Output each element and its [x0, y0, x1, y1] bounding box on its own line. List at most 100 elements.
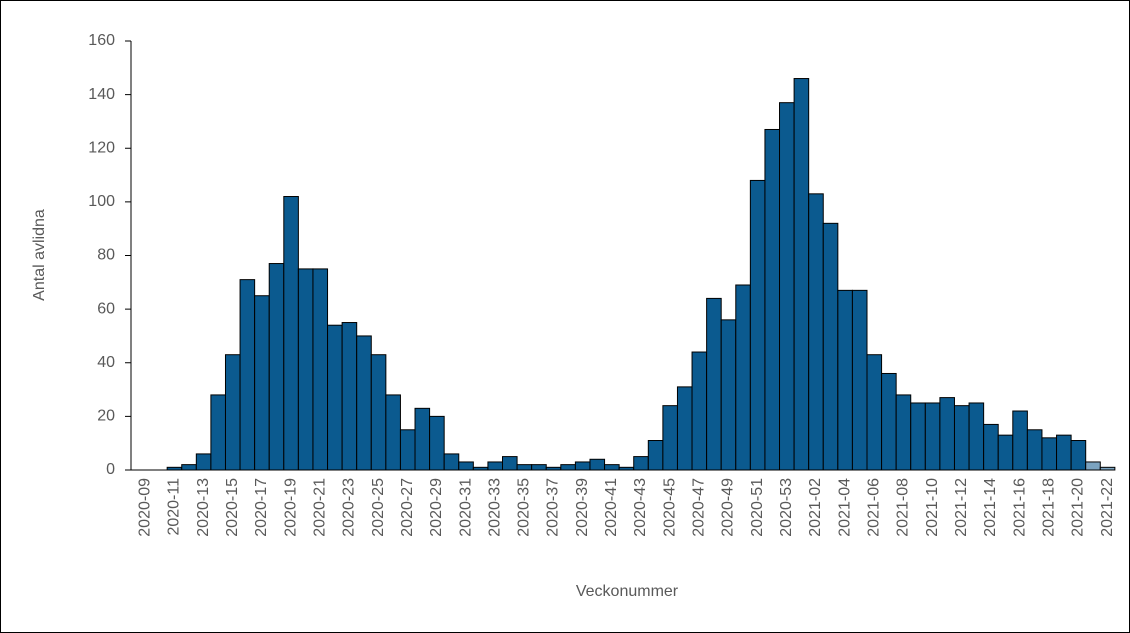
bar	[268, 263, 285, 471]
x-tick-label: 2020-41	[603, 478, 620, 537]
bar	[1041, 437, 1058, 471]
bar	[793, 78, 810, 471]
bar	[1012, 410, 1028, 471]
bar	[662, 405, 678, 471]
bar	[618, 466, 635, 471]
bar	[851, 289, 868, 471]
y-tick-label: 0	[106, 461, 115, 478]
x-tick-label: 2020-51	[749, 478, 766, 537]
bar	[458, 461, 474, 471]
x-tick-label: 2020-21	[311, 478, 328, 537]
bar	[516, 464, 533, 471]
x-tick-label: 2021-04	[836, 478, 853, 537]
bar	[545, 466, 562, 471]
x-tick-label: 2020-13	[195, 478, 212, 537]
bar	[808, 193, 824, 471]
x-tick-label: 2020-17	[253, 478, 270, 537]
y-tick-label: 20	[97, 408, 115, 425]
bar	[939, 397, 955, 471]
bar	[779, 102, 795, 471]
x-tick-label: 2021-22	[1099, 478, 1116, 537]
x-tick-label: 2020-11	[166, 478, 183, 536]
x-tick-label: 2020-53	[778, 478, 795, 537]
bar	[983, 423, 999, 471]
bar	[487, 461, 504, 471]
x-tick-label: 2020-29	[428, 478, 445, 537]
bar	[341, 322, 358, 471]
y-tick-label: 120	[88, 139, 115, 156]
bar	[749, 179, 766, 471]
bar	[822, 222, 839, 471]
bar	[254, 295, 270, 471]
bar	[472, 466, 489, 471]
bar	[604, 464, 620, 471]
bar	[531, 464, 547, 471]
x-tick-label: 2020-49	[720, 478, 737, 537]
x-tick-label: 2021-16	[1011, 478, 1028, 537]
bar	[895, 394, 912, 471]
bar	[691, 351, 708, 471]
bar	[764, 128, 781, 471]
x-axis-title: Veckonummer	[576, 583, 679, 600]
bar	[283, 196, 299, 471]
x-tick-label: 2020-25	[370, 478, 387, 537]
x-tick-label: 2021-14	[982, 478, 999, 537]
bar	[312, 268, 329, 471]
bar	[837, 289, 853, 471]
y-axis-title: Antal avlidna	[31, 209, 48, 301]
bar	[1085, 461, 1101, 471]
x-tick-label: 2020-15	[224, 478, 241, 537]
bar	[647, 440, 664, 471]
bar	[997, 434, 1014, 471]
x-tick-label: 2020-33	[486, 478, 503, 537]
bar	[633, 456, 649, 471]
bar	[1026, 429, 1043, 471]
bar	[1099, 466, 1116, 471]
bar	[881, 372, 897, 471]
bar	[720, 319, 737, 471]
bar	[210, 394, 226, 471]
x-tick-label: 2021-20	[1070, 478, 1087, 537]
bar	[574, 461, 591, 471]
x-tick-label: 2020-35	[516, 478, 533, 537]
x-tick-label: 2020-19	[282, 478, 299, 537]
bar	[195, 453, 212, 471]
bar	[735, 284, 751, 471]
bar	[239, 279, 256, 471]
x-tick-label: 2021-06	[866, 478, 883, 537]
bar	[910, 402, 926, 471]
y-tick-label: 160	[88, 32, 115, 49]
bar	[370, 354, 387, 471]
x-tick-label: 2021-02	[807, 478, 824, 537]
bar	[706, 297, 722, 471]
x-tick-label: 2020-45	[661, 478, 678, 537]
x-tick-label: 2020-47	[691, 478, 708, 537]
x-tick-label: 2020-37	[545, 478, 562, 537]
x-tick-label: 2020-09	[137, 478, 154, 537]
x-tick-label: 2021-12	[953, 478, 970, 537]
bar	[224, 354, 241, 471]
bar	[589, 458, 606, 471]
x-tick-label: 2020-43	[632, 478, 649, 537]
y-tick-label: 100	[88, 193, 115, 210]
bar	[968, 402, 985, 471]
bar	[502, 456, 518, 471]
y-tick-label: 40	[97, 354, 115, 371]
bar	[676, 386, 693, 471]
bar	[866, 354, 883, 471]
x-tick-label: 2020-23	[341, 478, 358, 537]
x-tick-label: 2021-08	[895, 478, 912, 537]
bar	[327, 324, 343, 471]
x-tick-label: 2021-10	[924, 478, 941, 537]
bar	[385, 394, 401, 471]
y-tick-label: 60	[97, 300, 115, 317]
x-tick-label: 2020-27	[399, 478, 416, 537]
bar	[560, 464, 576, 471]
bar	[356, 335, 372, 471]
bar	[1070, 440, 1087, 471]
bar	[953, 405, 970, 471]
bar	[297, 268, 314, 471]
bar	[1056, 434, 1072, 471]
